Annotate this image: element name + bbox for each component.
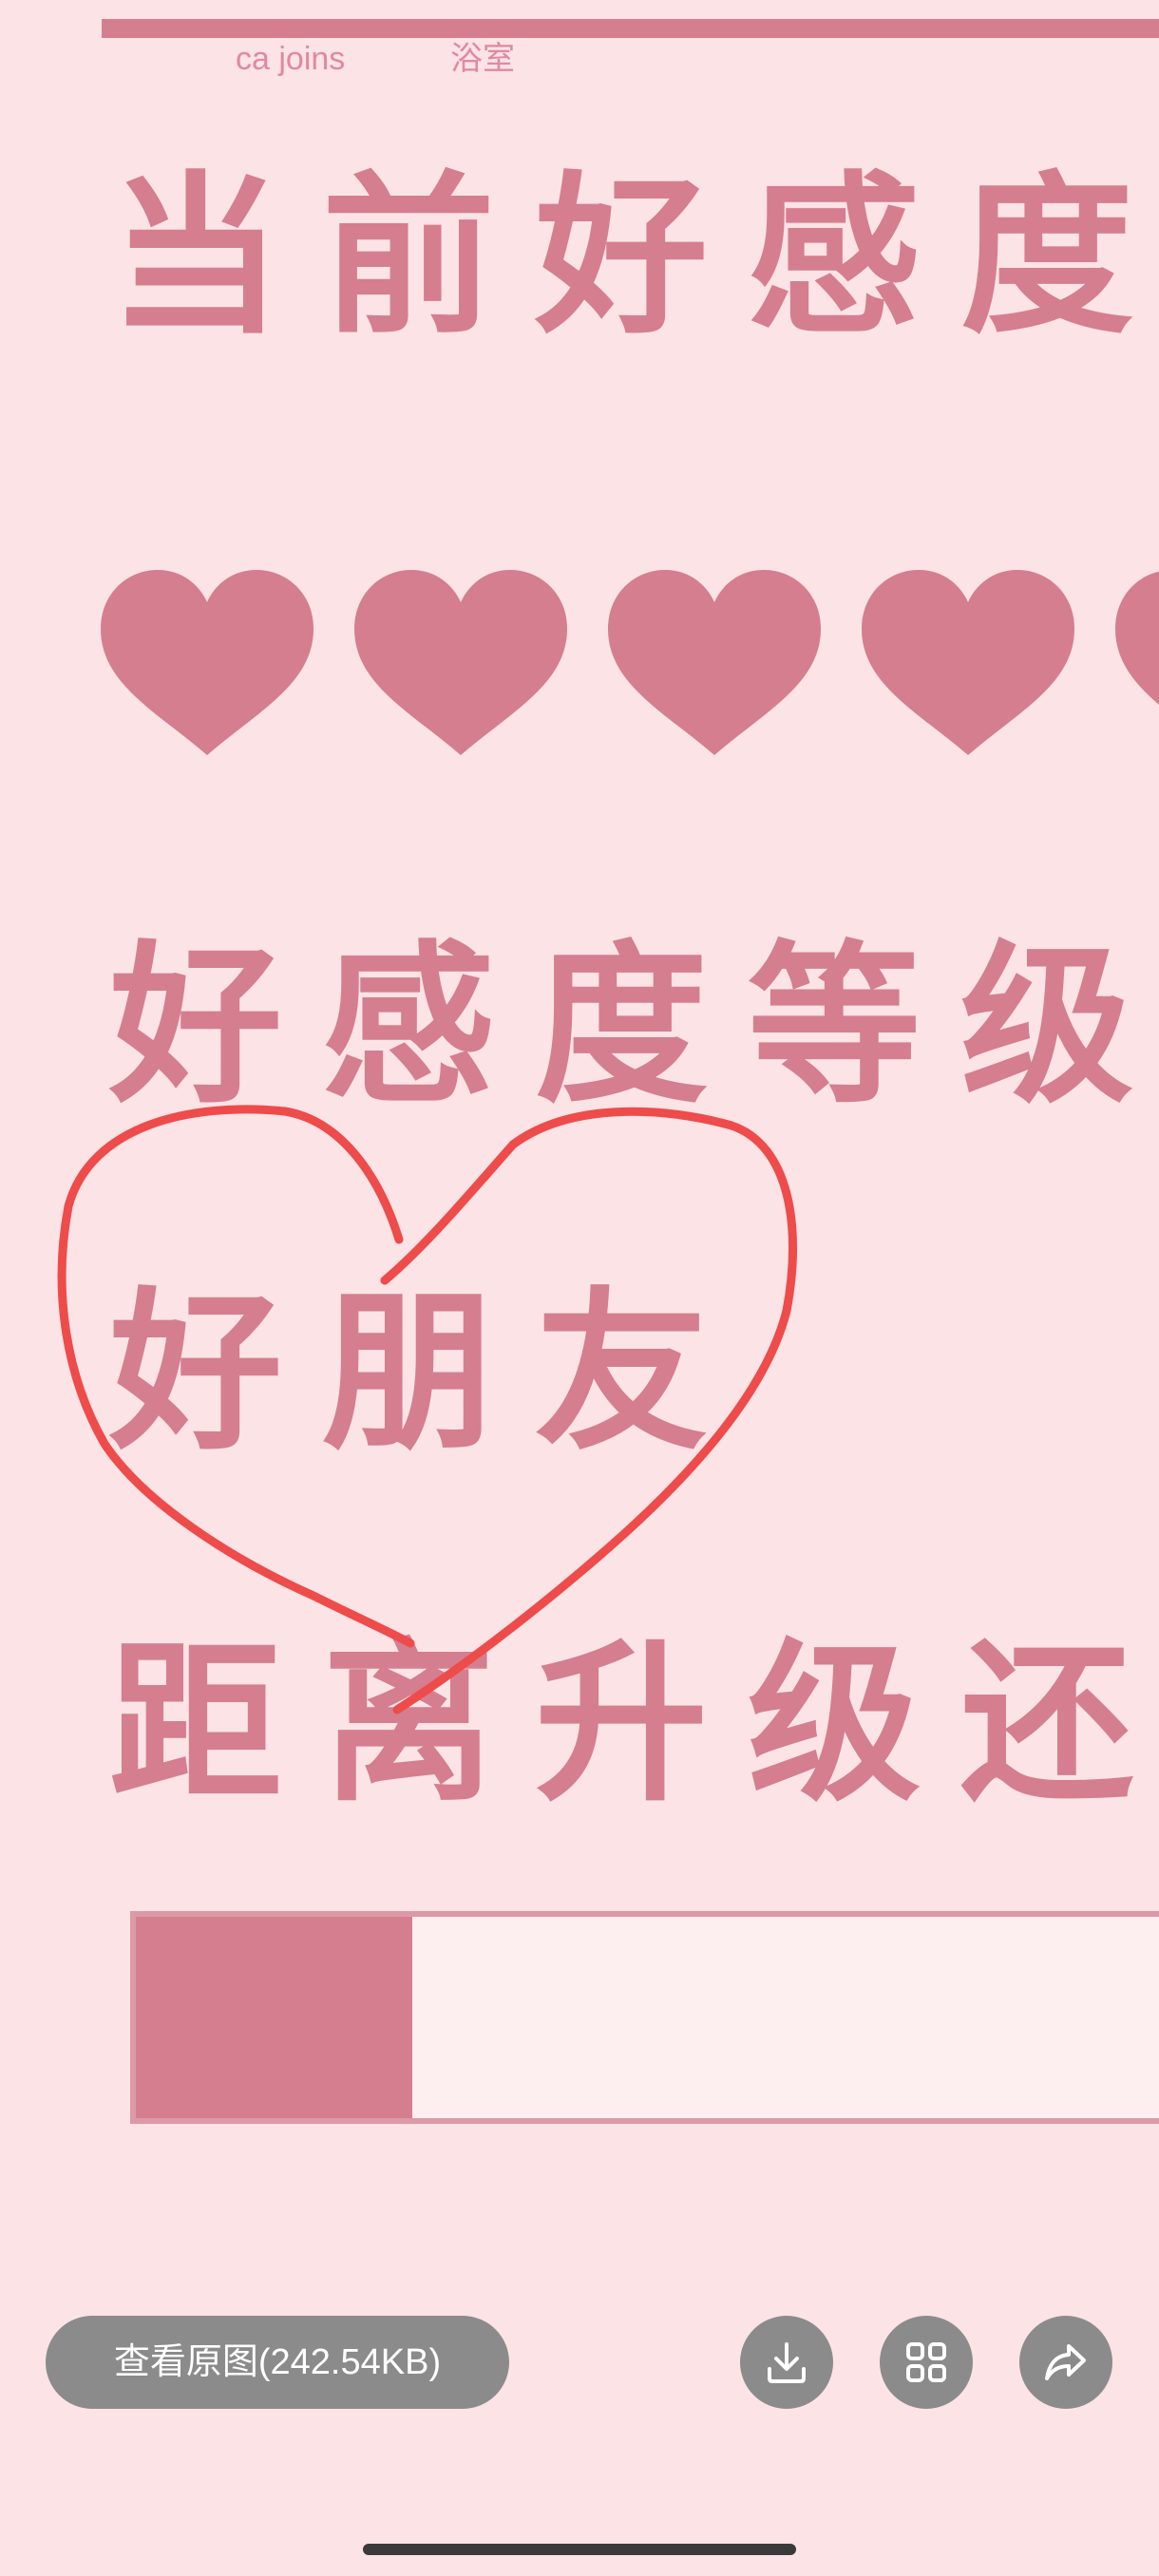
affection-hearts xyxy=(101,570,1159,760)
upgrade-remaining-label: 距离升级还 xyxy=(109,1623,1159,1825)
affection-progress-bar xyxy=(130,1911,1159,2124)
top-caption-left: ca joins xyxy=(236,41,346,77)
grid-icon xyxy=(906,2342,946,2382)
top-caption-right: 浴室 xyxy=(450,41,515,77)
affection-level-value: 好朋友 xyxy=(109,1272,748,1473)
download-button[interactable] xyxy=(740,2316,833,2409)
share-button[interactable] xyxy=(1019,2316,1112,2409)
home-indicator[interactable] xyxy=(363,2544,796,2555)
share-icon xyxy=(1045,2344,1086,2380)
heart-icon xyxy=(862,570,1074,755)
heart-icon xyxy=(101,570,314,755)
heart-icon xyxy=(1115,571,1159,705)
top-divider xyxy=(102,19,1159,38)
view-original-button[interactable]: 查看原图(242.54KB) xyxy=(46,2316,509,2409)
more-options-button[interactable] xyxy=(880,2316,973,2409)
heart-icon xyxy=(354,570,567,755)
affection-level-label: 好感度等级： xyxy=(109,925,1159,1127)
affection-progress-fill xyxy=(136,1917,412,2118)
heart-icon xyxy=(608,570,821,755)
download-icon xyxy=(768,2342,806,2383)
current-affection-label: 当前好感度 xyxy=(109,156,1159,357)
